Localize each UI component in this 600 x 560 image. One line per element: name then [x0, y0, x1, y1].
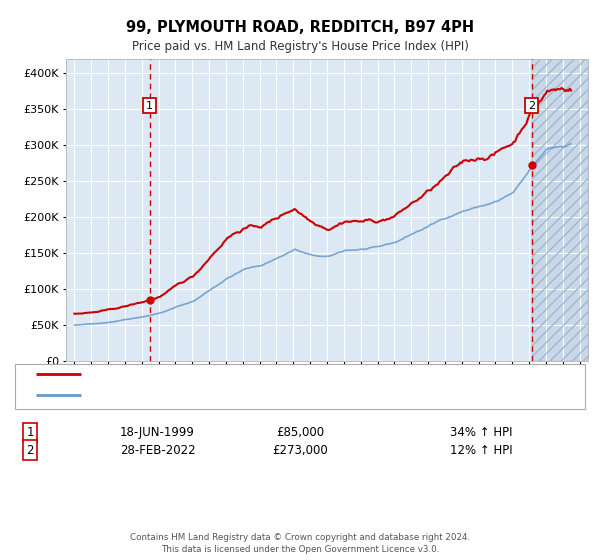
Text: 12% ↑ HPI: 12% ↑ HPI — [450, 444, 512, 457]
Text: HPI: Average price, semi-detached house, Redditch: HPI: Average price, semi-detached house,… — [87, 390, 367, 400]
Text: 18-JUN-1999: 18-JUN-1999 — [120, 426, 195, 439]
Text: 2: 2 — [528, 101, 535, 111]
Text: 28-FEB-2022: 28-FEB-2022 — [120, 444, 196, 457]
Bar — [532, 59, 588, 361]
Text: Contains HM Land Registry data © Crown copyright and database right 2024.
This d: Contains HM Land Registry data © Crown c… — [130, 533, 470, 554]
Text: £85,000: £85,000 — [276, 426, 324, 439]
Text: 1: 1 — [26, 426, 34, 439]
Bar — [532, 59, 588, 361]
Text: £273,000: £273,000 — [272, 444, 328, 457]
Text: 99, PLYMOUTH ROAD, REDDITCH, B97 4PH: 99, PLYMOUTH ROAD, REDDITCH, B97 4PH — [126, 20, 474, 35]
Text: 2: 2 — [26, 444, 34, 457]
Text: 1: 1 — [146, 101, 153, 111]
Text: Price paid vs. HM Land Registry's House Price Index (HPI): Price paid vs. HM Land Registry's House … — [131, 40, 469, 53]
Text: 34% ↑ HPI: 34% ↑ HPI — [450, 426, 512, 439]
Text: 99, PLYMOUTH ROAD, REDDITCH, B97 4PH (semi-detached house): 99, PLYMOUTH ROAD, REDDITCH, B97 4PH (se… — [87, 369, 448, 379]
